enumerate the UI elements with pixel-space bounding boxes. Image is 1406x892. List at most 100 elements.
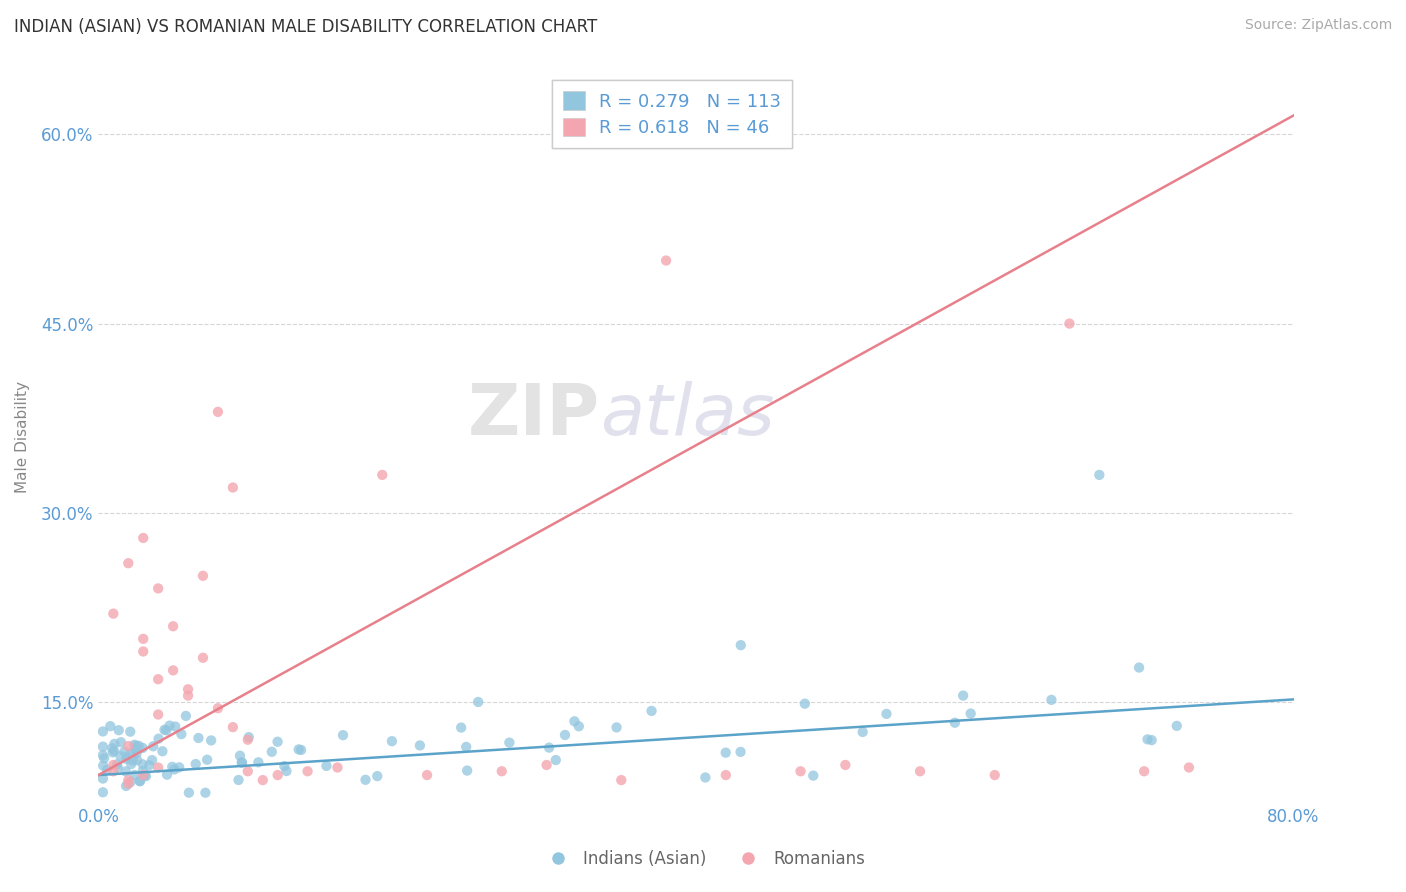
Point (107, 723, 129, 738)
Point (162, 619, 184, 633)
Point (184, 757, 207, 772)
Point (107, 761, 129, 775)
Point (195, 753, 218, 767)
Point (117, 773, 139, 788)
Point (129, 774, 152, 789)
Point (148, 760, 170, 774)
Point (101, 745, 124, 759)
Legend: Indians (Asian), Romanians: Indians (Asian), Romanians (534, 844, 872, 875)
Point (1088, 467, 1111, 482)
Text: Source: ZipAtlas.com: Source: ZipAtlas.com (1244, 18, 1392, 32)
Point (366, 769, 388, 783)
Point (91, 772, 114, 786)
Y-axis label: Male Disability: Male Disability (15, 381, 30, 493)
Point (177, 682, 200, 697)
Point (267, 768, 290, 782)
Point (105, 757, 128, 772)
Point (1166, 719, 1188, 733)
Point (456, 739, 478, 754)
Text: ZIP: ZIP (468, 381, 600, 450)
Point (110, 749, 132, 764)
Point (789, 764, 811, 779)
Point (236, 764, 259, 779)
Point (467, 695, 489, 709)
Point (655, 253, 678, 268)
Point (162, 664, 184, 678)
Point (498, 736, 520, 750)
Point (152, 744, 174, 758)
Point (456, 764, 478, 778)
Point (121, 746, 143, 760)
Point (103, 737, 125, 751)
Point (222, 481, 245, 495)
Point (1136, 732, 1159, 747)
Point (141, 753, 163, 767)
Point (132, 644, 155, 658)
Point (287, 742, 309, 756)
Point (142, 739, 165, 754)
Point (730, 745, 752, 759)
Point (128, 739, 150, 753)
Point (103, 764, 125, 779)
Point (167, 760, 190, 774)
Point (124, 738, 146, 752)
Point (266, 735, 288, 749)
Point (231, 756, 253, 770)
Point (91, 739, 114, 754)
Point (207, 701, 229, 715)
Point (91, 724, 114, 739)
Point (416, 768, 439, 782)
Point (115, 752, 138, 766)
Point (544, 753, 567, 767)
Point (952, 689, 974, 703)
Point (714, 746, 737, 760)
Point (1140, 733, 1163, 747)
Point (153, 723, 176, 737)
Point (115, 779, 138, 793)
Point (187, 731, 209, 745)
Point (128, 774, 150, 789)
Point (260, 745, 283, 759)
Point (114, 764, 136, 779)
Point (170, 727, 193, 741)
Point (381, 734, 404, 748)
Point (148, 582, 170, 596)
Point (127, 753, 149, 767)
Point (103, 758, 125, 772)
Point (132, 764, 155, 778)
Point (191, 569, 214, 583)
Point (117, 739, 139, 753)
Point (148, 731, 170, 746)
Point (191, 650, 214, 665)
Point (834, 758, 856, 772)
Point (124, 742, 146, 756)
Point (207, 405, 229, 419)
Point (115, 749, 138, 764)
Point (730, 638, 752, 652)
Point (450, 721, 472, 735)
Point (120, 775, 142, 789)
Point (1133, 764, 1156, 779)
Point (103, 607, 125, 621)
Point (1059, 317, 1081, 331)
Point (135, 769, 157, 783)
Point (91, 785, 114, 799)
Point (554, 728, 576, 742)
Point (110, 735, 132, 749)
Text: INDIAN (ASIAN) VS ROMANIAN MALE DISABILITY CORRELATION CHART: INDIAN (ASIAN) VS ROMANIAN MALE DISABILI… (14, 18, 598, 36)
Point (1040, 693, 1063, 707)
Point (101, 741, 124, 756)
Point (163, 763, 186, 777)
Point (273, 759, 295, 773)
Point (124, 768, 146, 782)
Point (162, 760, 184, 774)
Point (326, 760, 349, 774)
Point (125, 739, 148, 753)
Point (114, 745, 136, 759)
Point (134, 768, 156, 782)
Point (132, 531, 155, 545)
Legend: R = 0.279   N = 113, R = 0.618   N = 46: R = 0.279 N = 113, R = 0.618 N = 46 (553, 80, 792, 148)
Point (131, 757, 153, 772)
Point (610, 773, 633, 788)
Point (852, 725, 875, 739)
